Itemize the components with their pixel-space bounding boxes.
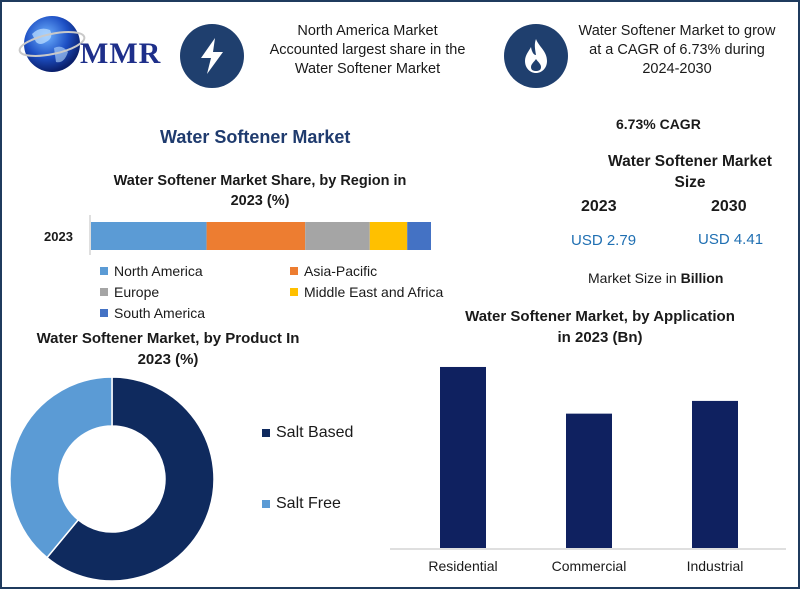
- logo-text: MMR: [80, 37, 162, 70]
- value-2030: USD 4.41: [698, 231, 764, 248]
- main-title: Water Softener Market: [160, 127, 351, 147]
- legend-swatch-salt-based: [262, 429, 270, 437]
- application-bar-chart: [390, 366, 786, 550]
- application-axis-labels: Residential Commercial Industrial: [388, 558, 788, 580]
- legend-south-america: South America: [100, 305, 205, 321]
- region-chart-year-label: 2023: [44, 229, 73, 244]
- application-bar-industrial: [692, 400, 738, 548]
- region-chart-title: Water Softener Market Share, by Region i…: [113, 173, 407, 209]
- region-bar-segment-south-america: [407, 222, 431, 250]
- legend-middle-east-africa: Middle East and Africa: [290, 284, 443, 300]
- legend-swatch-asia-pacific: [290, 267, 298, 275]
- application-tick-label-residential: Residential: [428, 558, 498, 574]
- market-size-unit: Market Size in Billion: [588, 270, 724, 286]
- legend-swatch-south-america: [100, 309, 108, 317]
- region-bar-segment-middle-east-africa: [369, 222, 408, 250]
- application-tick-label-commercial: Commercial: [551, 558, 627, 574]
- legend-salt-free: Salt Free: [262, 495, 341, 513]
- legend-europe: Europe: [100, 284, 159, 300]
- application-bar-commercial: [566, 413, 612, 548]
- year-2023-label: 2023: [581, 198, 617, 215]
- product-chart-title: Water Softener Market, by Product In 202…: [36, 330, 300, 368]
- legend-north-america: North America: [100, 263, 203, 279]
- region-bar-segment-europe: [305, 222, 370, 250]
- flame-icon: [525, 39, 547, 73]
- region-stacked-bar-chart: [89, 215, 431, 255]
- lightning-bolt-icon: [201, 38, 223, 74]
- mmr-logo: MMR: [18, 12, 168, 76]
- legend-swatch-europe: [100, 288, 108, 296]
- region-legend: North America Asia-Pacific Europe Middle…: [100, 263, 480, 323]
- header-left-icon-circle: [180, 24, 244, 88]
- header-right-text: Water Softener Market to grow at a CAGR …: [578, 23, 776, 77]
- legend-asia-pacific: Asia-Pacific: [290, 263, 377, 279]
- legend-salt-based: Salt Based: [262, 424, 353, 442]
- product-donut-chart: [9, 376, 215, 582]
- legend-swatch-salt-free: [262, 500, 270, 508]
- application-chart-title: Water Softener Market, by Application in…: [465, 308, 735, 346]
- header-left-text: North America Market Accounted largest s…: [269, 23, 466, 77]
- header-right-icon-circle: [504, 24, 568, 88]
- year-2030-label: 2030: [711, 198, 747, 215]
- application-tick-label-industrial: Industrial: [686, 558, 744, 574]
- value-2023: USD 2.79: [571, 232, 637, 249]
- legend-swatch-north-america: [100, 267, 108, 275]
- legend-swatch-middle-east-africa: [290, 288, 298, 296]
- donut-slice-salt-free: [9, 376, 113, 559]
- cagr-label: 6.73% CAGR: [616, 116, 701, 132]
- donut-slice-salt-based: [45, 376, 215, 582]
- region-bar-segment-north-america: [91, 222, 207, 250]
- region-bar-segment-asia-pacific: [206, 222, 306, 250]
- globe-icon: [18, 16, 86, 72]
- market-size-title: Water Softener Market Size: [608, 153, 772, 191]
- application-bar-residential: [440, 366, 486, 548]
